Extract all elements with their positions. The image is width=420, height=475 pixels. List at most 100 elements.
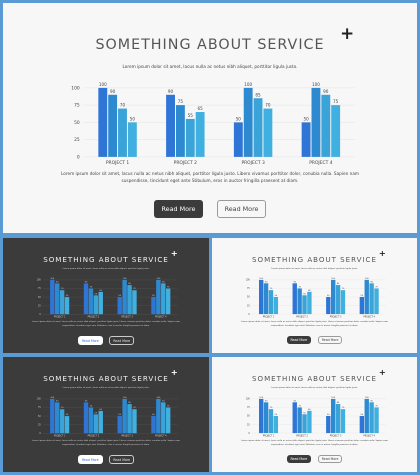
data-label: 70: [134, 407, 137, 409]
category-label: PROJECT 2: [174, 160, 198, 166]
thumb-2-read-more-button-primary[interactable]: Read More: [286, 335, 312, 345]
bar: [98, 411, 104, 434]
thumb-1-subtitle: Lorem ipsum dolor sit amet, lacus nulla …: [62, 268, 150, 271]
thumb-2-read-more-button-secondary[interactable]: Read More: [317, 335, 343, 345]
category-label: PROJECT 3: [242, 160, 266, 166]
bar: [166, 94, 176, 157]
data-label: 65: [308, 409, 311, 411]
thumb-1-read-more-button-secondary[interactable]: Read More: [109, 336, 134, 345]
thumb-1-slide[interactable]: SOMETHING ABOUT SERVICE + Lorem ipsum dolo…: [3, 238, 209, 353]
thumb-3-read-more-button-secondary[interactable]: Read More: [109, 455, 134, 464]
thumb-2-body-line-1: Lorem ipsum dolor sit amet, lacus nulla …: [241, 320, 388, 323]
data-label: 55: [303, 293, 306, 295]
bar: [269, 290, 274, 315]
data-label: 100: [312, 82, 320, 87]
bar: [117, 297, 123, 315]
bar: [336, 404, 341, 434]
bar: [50, 399, 55, 434]
category-label: PROJECT 3: [122, 435, 134, 438]
category-label: PROJECT 1: [54, 435, 66, 438]
category-label: PROJECT 2: [297, 316, 309, 319]
data-label: 65: [100, 290, 103, 292]
bar: [176, 105, 185, 157]
bar: [65, 416, 70, 434]
data-label: 100: [365, 397, 370, 399]
bar: [297, 288, 303, 315]
thumb-4-read-more-button-primary[interactable]: Read More: [286, 454, 312, 464]
category-label: PROJECT 4: [364, 316, 376, 319]
thumb-1-title: SOMETHING ABOUT SERVICE: [43, 254, 169, 264]
data-label: 50: [327, 414, 330, 416]
bar: [151, 297, 157, 315]
thumb-4-read-more-button-secondary[interactable]: Read More: [317, 454, 343, 464]
bar: [156, 399, 161, 434]
thumb-1-body-line-1: Lorem ipsum dolor sit amet, lacus nulla …: [32, 321, 180, 324]
data-label: 90: [56, 282, 59, 284]
main-read-more-button-primary[interactable]: Read More: [153, 200, 204, 218]
thumb-1-read-more-button-primary[interactable]: Read More: [78, 336, 103, 345]
bar: [151, 416, 157, 434]
data-label: 90: [294, 281, 297, 283]
bar: [127, 404, 133, 434]
data-label: 50: [66, 295, 69, 297]
bar: [156, 280, 161, 315]
bar: [331, 279, 336, 315]
data-label: 50: [361, 295, 364, 297]
main-title: SOMETHING ABOUT SERVICE: [95, 36, 325, 53]
bar: [166, 407, 171, 434]
data-label: 65: [100, 409, 103, 411]
data-label: 55: [95, 294, 98, 296]
data-label: 70: [270, 288, 273, 290]
thumb-2-slide[interactable]: SOMETHING ABOUT SERVICE + Lorem ipsum dolo…: [212, 238, 417, 353]
data-label: 75: [90, 287, 93, 289]
thumb-1-plus-icon[interactable]: +: [170, 247, 178, 258]
bar: [60, 290, 65, 315]
bar: [65, 297, 70, 315]
category-label: PROJECT 4: [155, 316, 167, 319]
thumb-2-plus-icon[interactable]: +: [378, 247, 386, 258]
bar: [364, 398, 370, 434]
data-label: 75: [375, 287, 378, 289]
thumb-4-title: SOMETHING ABOUT SERVICE: [252, 373, 377, 383]
bar: [341, 409, 346, 434]
thumb-2-title: SOMETHING ABOUT SERVICE: [252, 254, 377, 264]
data-label: 100: [99, 82, 107, 87]
category-label: PROJECT 3: [330, 316, 342, 319]
data-label: 90: [85, 401, 88, 403]
data-label: 50: [327, 295, 330, 297]
data-label: 100: [157, 397, 162, 399]
thumb-4-slide[interactable]: SOMETHING ABOUT SERVICE + Lorem ipsum dolo…: [212, 357, 417, 472]
bar: [161, 283, 166, 315]
bar: [292, 402, 298, 434]
bar: [259, 398, 264, 434]
main-slide[interactable]: SOMETHING ABOUT SERVICE + Lorem ipsum dolo…: [3, 3, 417, 233]
category-label: PROJECT 1: [54, 316, 66, 319]
main-read-more-button-secondary[interactable]: Read More: [216, 200, 267, 218]
data-label: 50: [119, 414, 122, 416]
thumb-1-body-line-2: suspendisse, tincidunt eget ante Stibulu…: [62, 325, 150, 328]
bar: [108, 94, 118, 157]
bar: [292, 283, 298, 315]
y-tick-label: 0: [77, 154, 80, 160]
data-label: 90: [85, 282, 88, 284]
thumb-3-slide[interactable]: SOMETHING ABOUT SERVICE + Lorem ipsum dolo…: [3, 357, 209, 472]
thumb-3-read-more-button-primary[interactable]: Read More: [78, 455, 103, 464]
thumb-4-plus-icon[interactable]: +: [378, 366, 386, 377]
data-label: 100: [157, 278, 162, 280]
y-tick-label: 25: [74, 137, 80, 143]
bar: [84, 402, 89, 434]
data-label: 100: [332, 278, 337, 280]
bar: [302, 414, 307, 434]
y-tick-label: 50: [247, 296, 250, 299]
thumb-3-plus-icon[interactable]: +: [170, 366, 178, 377]
data-label: 70: [342, 288, 345, 290]
data-label: 55: [95, 413, 98, 415]
bar: [326, 297, 331, 315]
bar: [128, 122, 137, 157]
data-label: 100: [260, 397, 265, 399]
bar: [185, 118, 195, 157]
bar: [132, 290, 138, 315]
main-plus-icon[interactable]: +: [340, 22, 355, 43]
